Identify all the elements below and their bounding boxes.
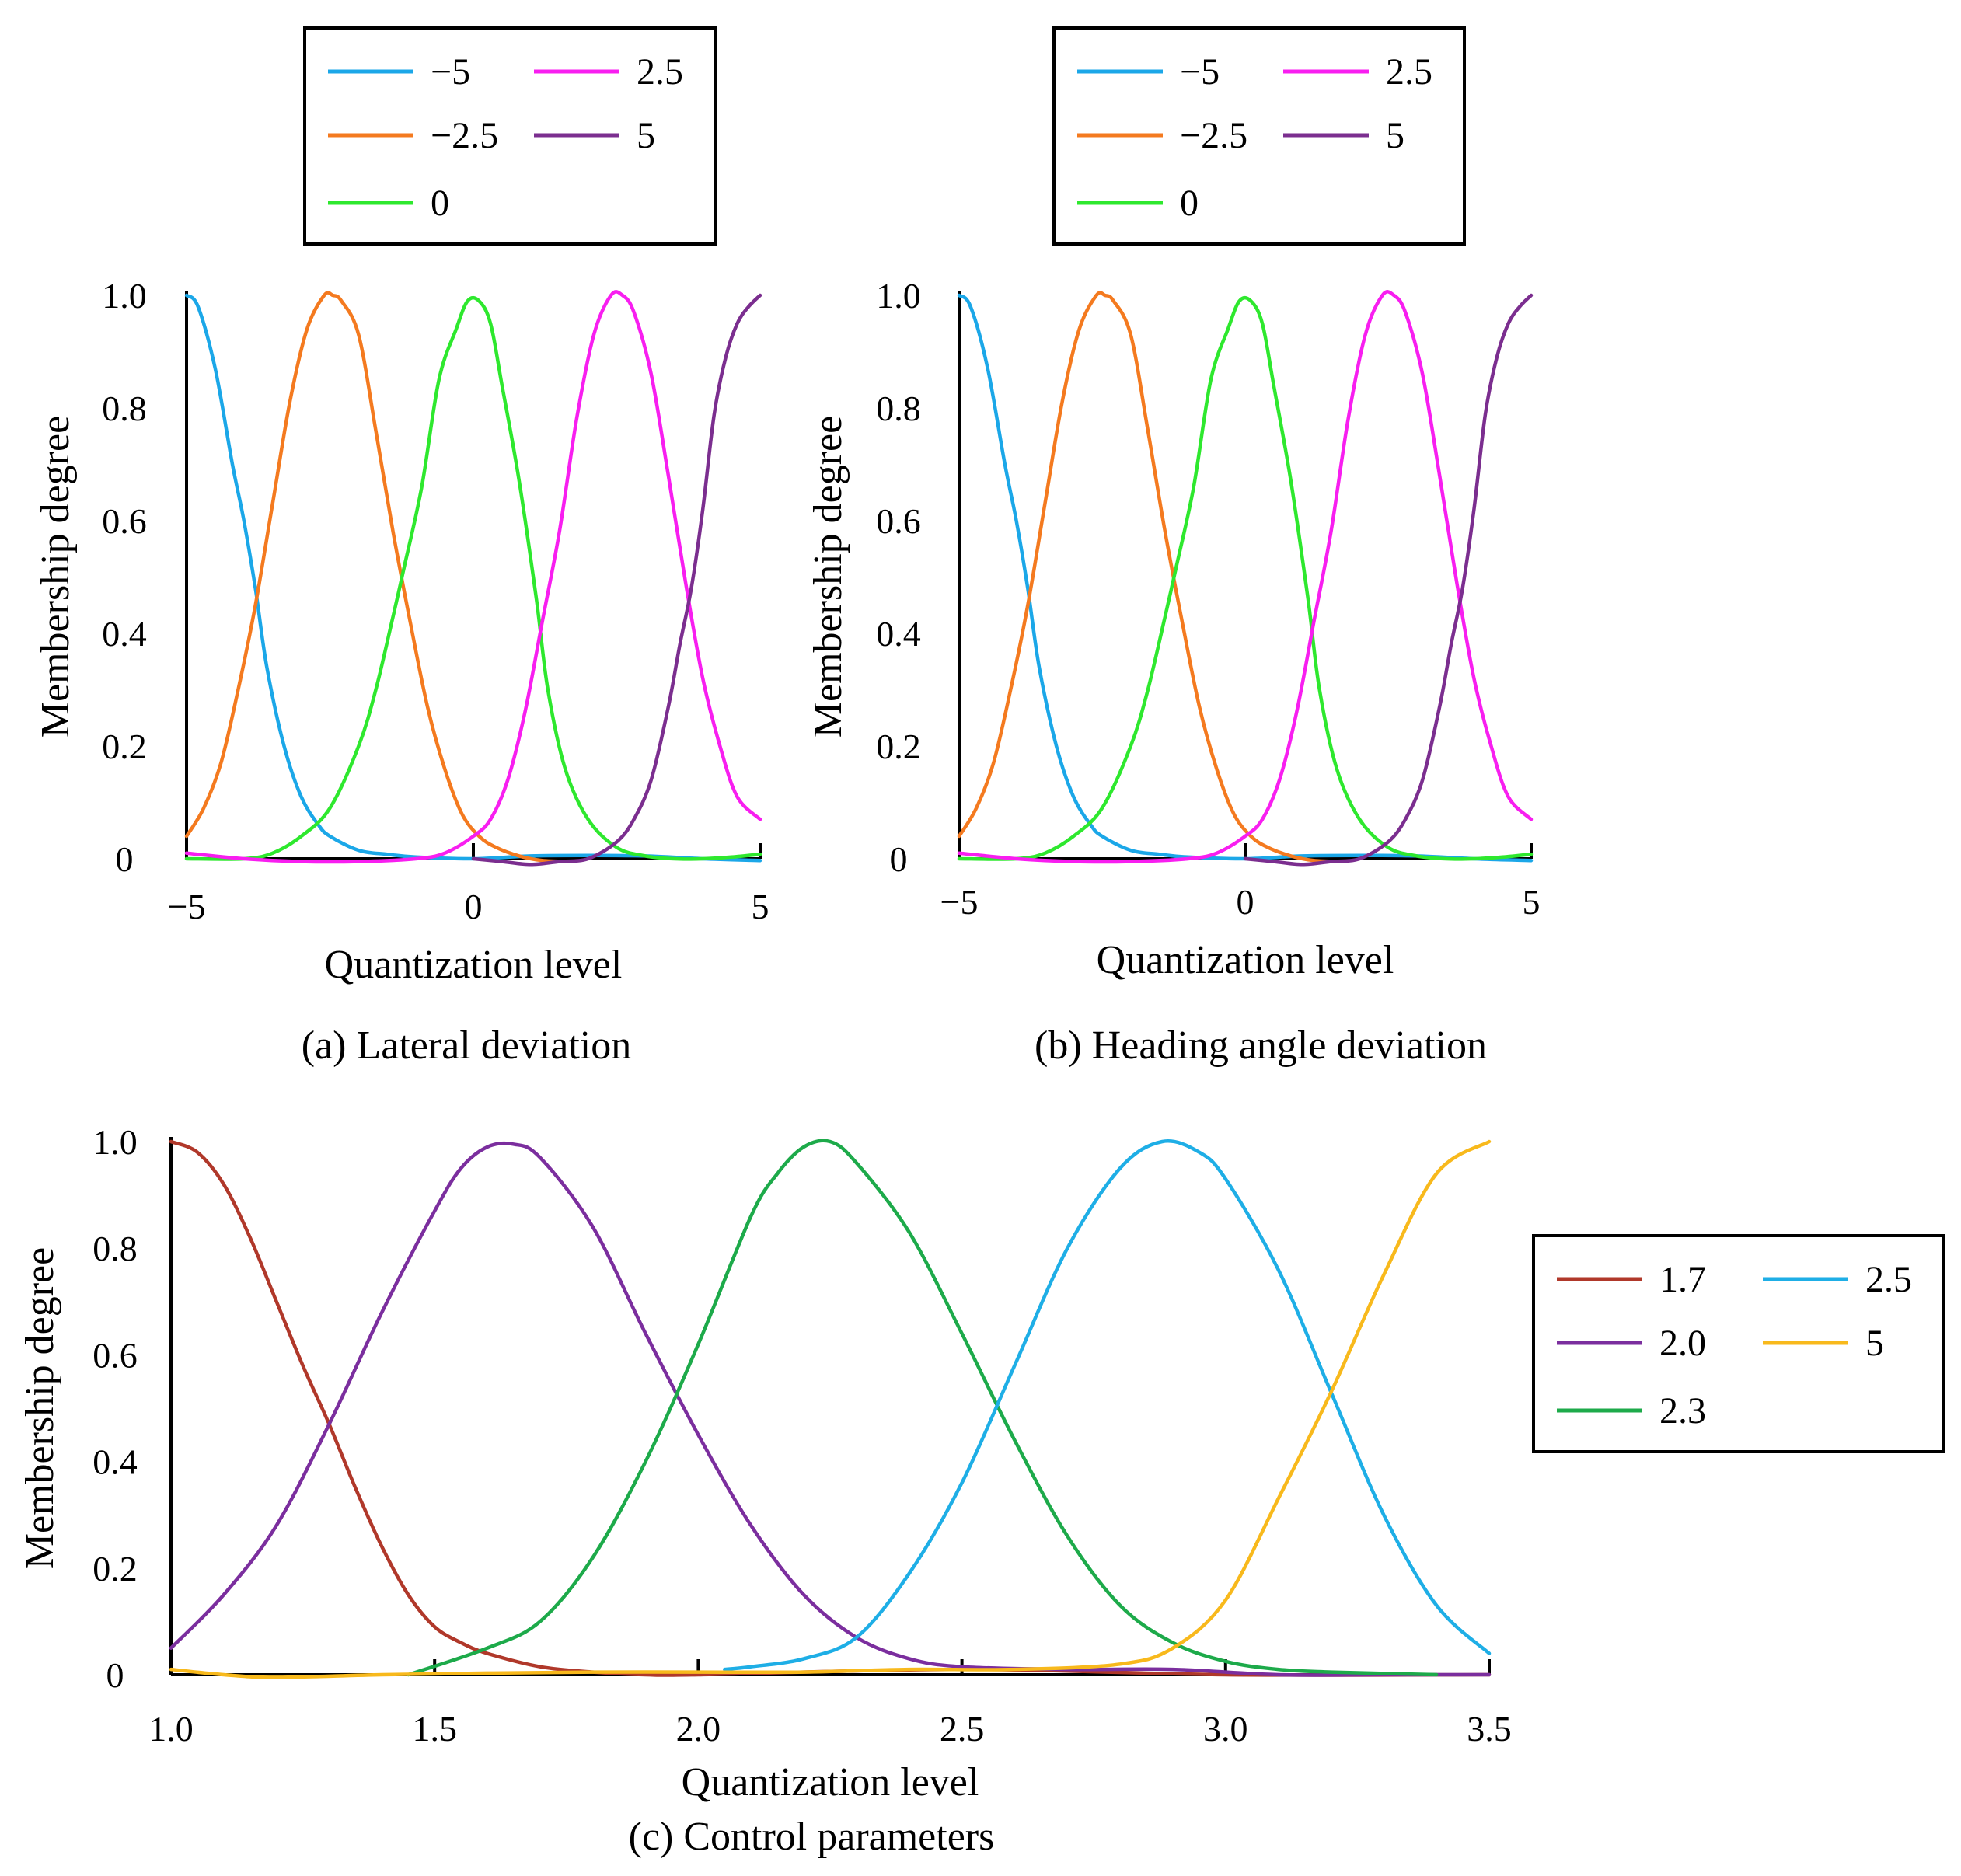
- legend-label: 1.7: [1659, 1259, 1706, 1300]
- legend-label: 2.5: [637, 51, 683, 92]
- legend-item: 2.0: [1557, 1323, 1706, 1364]
- legend-item: 5: [534, 115, 655, 156]
- series-line-4: [723, 1139, 1492, 1672]
- legend-item: −5: [328, 51, 470, 92]
- legend-item: 0: [328, 183, 449, 224]
- panel-caption: (b) Heading angle deviation: [1035, 1023, 1487, 1068]
- legend: −5 −2.5 0 2.5 5: [1052, 26, 1466, 246]
- x-tick-label: 1.5: [412, 1709, 457, 1749]
- x-tick-label: −5: [940, 882, 979, 922]
- y-tick-label: 1.0: [92, 1122, 138, 1162]
- y-tick-label: 0.2: [92, 1549, 138, 1588]
- y-axis-label: Membership degree: [33, 416, 78, 737]
- y-tick-label: 0.6: [92, 1335, 138, 1375]
- series-line-1: [169, 1139, 1492, 1677]
- y-tick-label: 0.6: [102, 501, 147, 541]
- legend-item: 5: [1283, 115, 1404, 156]
- legend-item: 1.7: [1557, 1259, 1706, 1300]
- y-tick-label: 0.2: [102, 727, 147, 766]
- legend: 1.7 2.0 2.3 2.5 5: [1532, 1234, 1945, 1453]
- y-tick-label: 0.4: [102, 614, 147, 654]
- legend-label: 0: [1180, 183, 1199, 224]
- y-axis-label: Membership degree: [806, 416, 850, 737]
- x-axis-label: Quantization level: [325, 943, 623, 987]
- series-line-2: [184, 291, 573, 863]
- series-line-3: [957, 295, 1534, 861]
- series-line-5: [471, 293, 762, 867]
- legend-item: 0: [1077, 183, 1199, 224]
- legend-label: −2.5: [431, 115, 498, 156]
- y-tick-label: 0.8: [876, 389, 921, 428]
- legend-label: −5: [1180, 51, 1220, 92]
- series-line-2: [169, 1141, 1492, 1677]
- legend-label: 5: [1386, 115, 1404, 156]
- series-line-3: [184, 295, 762, 861]
- x-tick-label: 0: [1237, 882, 1254, 922]
- y-tick-label: 0.4: [92, 1442, 138, 1482]
- series-line-1: [184, 293, 762, 863]
- legend-item: 2.3: [1557, 1390, 1706, 1431]
- series-line-4: [184, 290, 762, 864]
- series-line-1: [957, 293, 1534, 863]
- x-tick-label: 3.0: [1203, 1709, 1248, 1749]
- y-tick-label: 1.0: [102, 276, 147, 316]
- x-tick-label: 1.0: [148, 1709, 194, 1749]
- legend-label: 5: [1865, 1323, 1884, 1364]
- x-tick-label: 3.5: [1467, 1709, 1512, 1749]
- legend-label: 5: [637, 115, 655, 156]
- legend-item: 5: [1763, 1323, 1884, 1364]
- series-line-3: [407, 1139, 1439, 1677]
- y-axis-label: Membership degree: [18, 1247, 62, 1569]
- series-line-2: [957, 291, 1345, 863]
- panel-caption: (c) Control parameters: [629, 1815, 995, 1859]
- legend-item: 2.5: [534, 51, 683, 92]
- x-tick-label: −5: [168, 887, 206, 926]
- legend-label: −2.5: [1180, 115, 1247, 156]
- y-tick-label: 0: [106, 1655, 124, 1695]
- y-tick-label: 0.8: [102, 389, 147, 428]
- y-tick-label: 0: [116, 839, 134, 879]
- panel-c-control-parameters: 1.0 1.5 2.0 2.5 3.0 3.5 0 0.2 0.4 0.6 0.8 1.0 Quanti…: [18, 1122, 1945, 1859]
- legend-label: 2.5: [1386, 51, 1432, 92]
- legend-item: −2.5: [1077, 115, 1247, 156]
- legend-label: 0: [431, 183, 449, 224]
- y-tick-label: 0.4: [876, 614, 921, 654]
- legend-label: 2.5: [1865, 1259, 1912, 1300]
- series-line-4: [957, 290, 1534, 864]
- legend-item: 2.5: [1763, 1259, 1912, 1300]
- series-line-5: [169, 1139, 1492, 1679]
- y-tick-label: 0: [890, 839, 908, 879]
- panel-b-heading-angle-deviation: −5 0 5 0 0.2 0.4 0.6 0.8 1.0 Quantization level Me…: [806, 26, 1541, 1068]
- x-tick-label: 2.5: [940, 1709, 985, 1749]
- x-tick-label: 5: [1523, 882, 1541, 922]
- y-tick-label: 0.6: [876, 501, 921, 541]
- y-tick-label: 0.2: [876, 727, 921, 766]
- legend-label: 2.0: [1659, 1323, 1706, 1364]
- series-line-5: [1243, 293, 1534, 867]
- legend-label: −5: [431, 51, 470, 92]
- y-tick-label: 0.8: [92, 1229, 138, 1268]
- x-tick-label: 2.0: [676, 1709, 721, 1749]
- x-tick-label: 5: [752, 887, 769, 926]
- legend-item: −5: [1077, 51, 1220, 92]
- x-tick-label: 0: [465, 887, 483, 926]
- legend: −5 −2.5 0 2.5 5: [303, 26, 717, 246]
- legend-label: 2.3: [1659, 1390, 1706, 1431]
- panel-a-lateral-deviation: −5 0 5 0 0.2 0.4 0.6 0.8 1.0 Quantization level Me…: [33, 26, 769, 1068]
- legend-item: −2.5: [328, 115, 498, 156]
- x-axis-label: Quantization level: [1097, 938, 1394, 982]
- x-axis-label: Quantization level: [682, 1760, 979, 1805]
- legend-item: 2.5: [1283, 51, 1432, 92]
- y-tick-label: 1.0: [876, 276, 921, 316]
- panel-caption: (a) Lateral deviation: [302, 1023, 631, 1068]
